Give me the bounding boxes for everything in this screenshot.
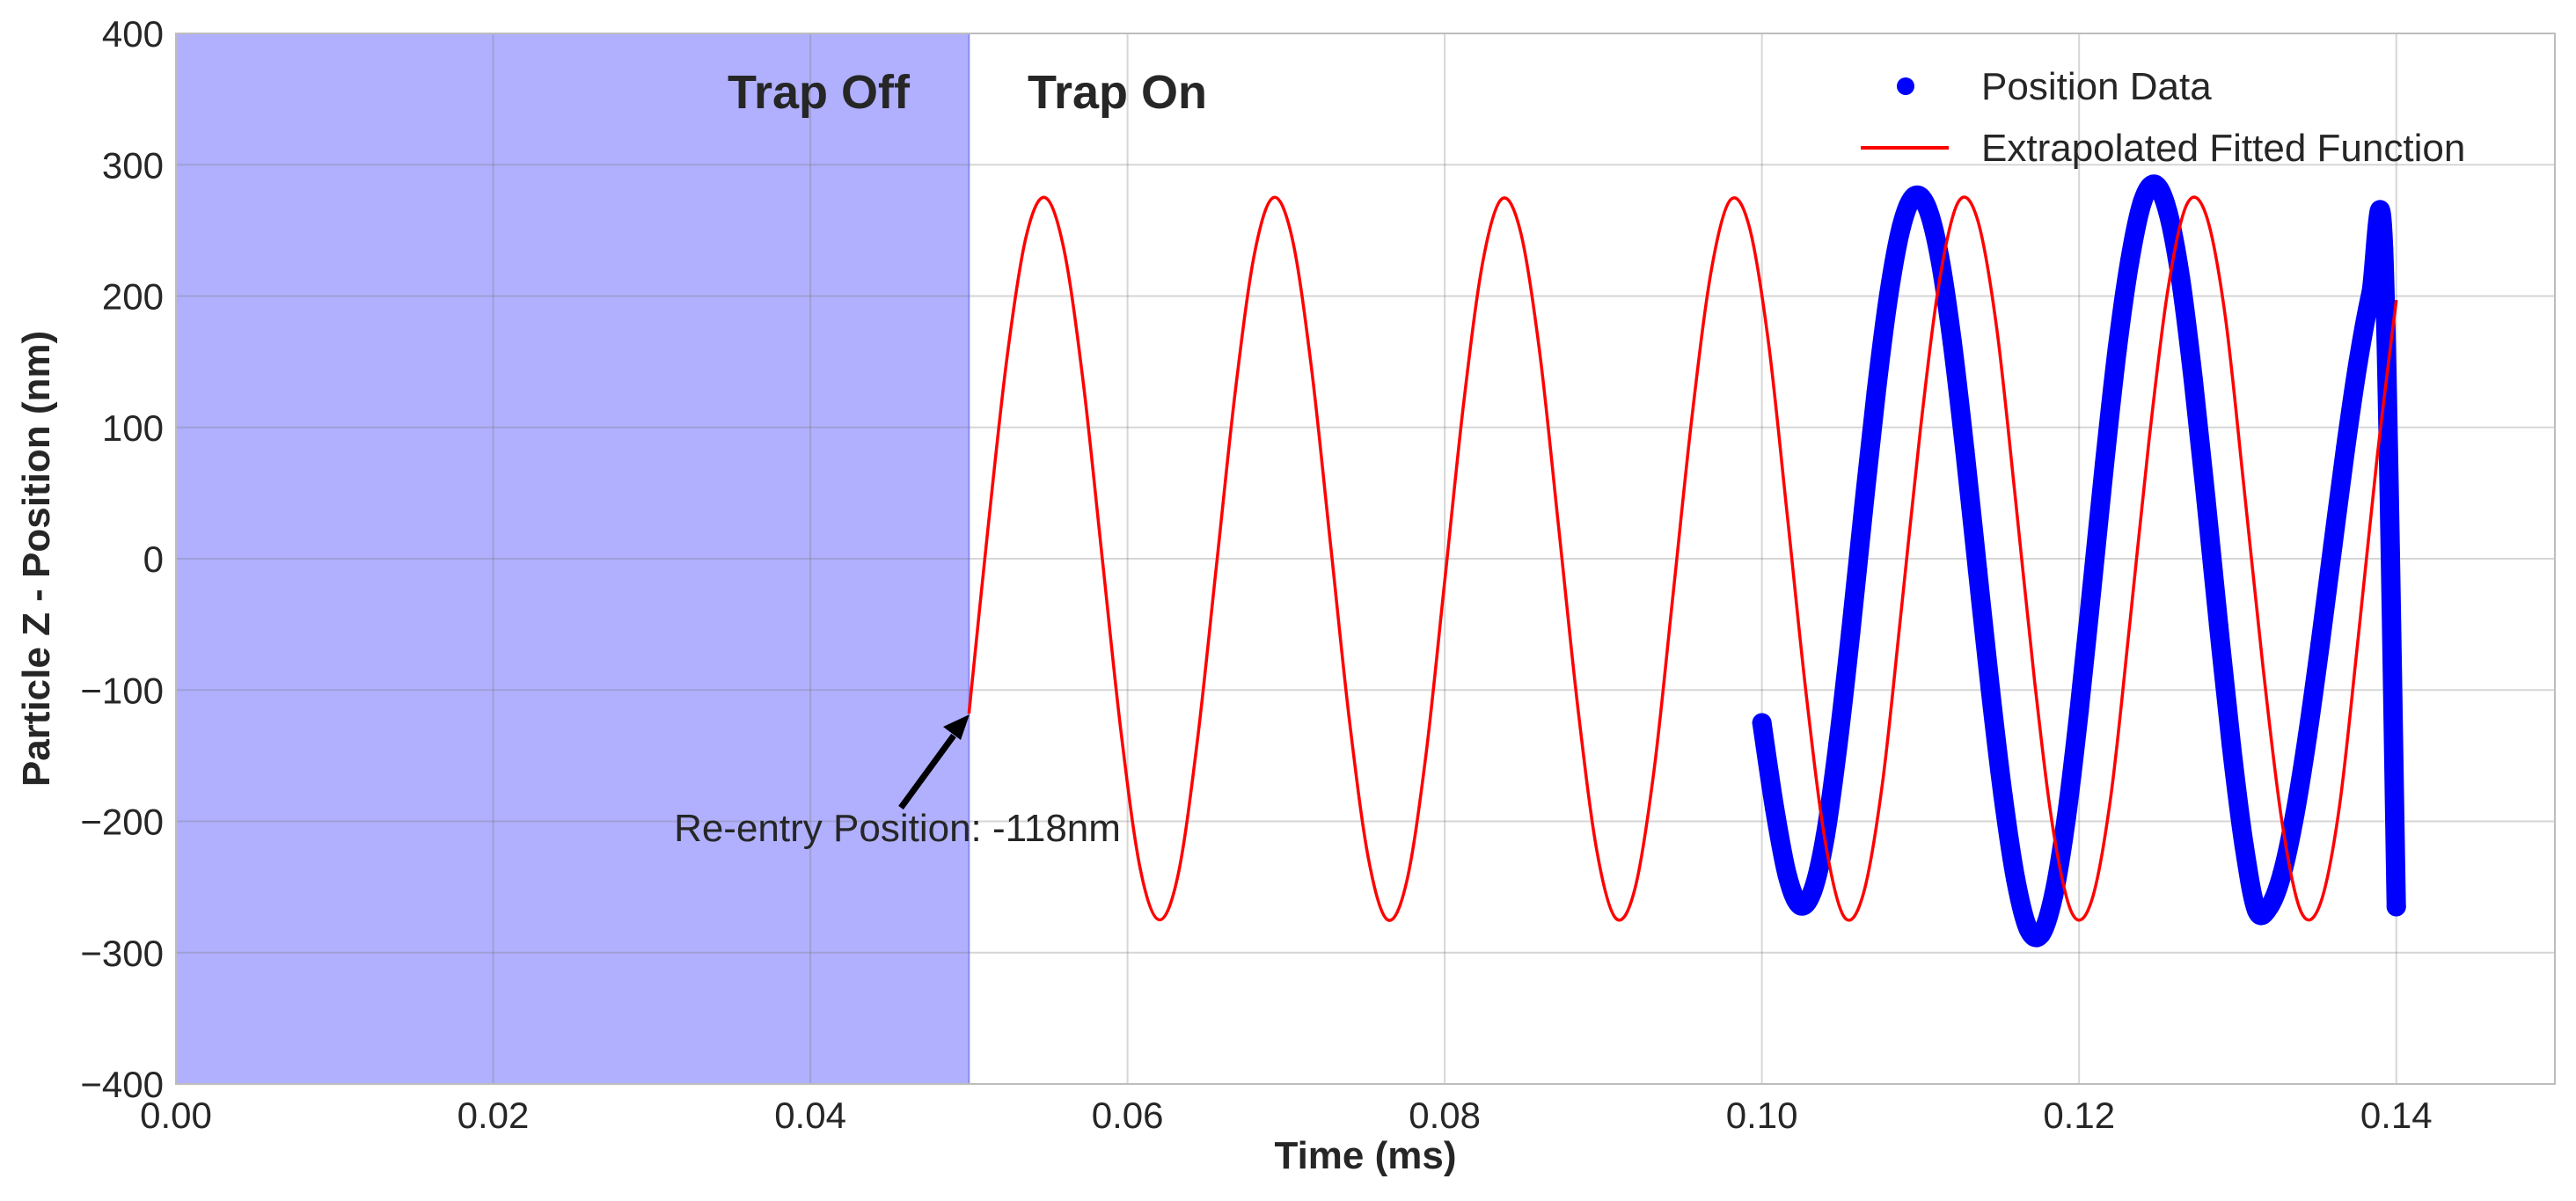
data-point [2310,634,2331,655]
legend-label-fitted-function: Extrapolated Fitted Function [1981,127,2465,170]
x-tick-label: 0.04 [774,1095,846,1136]
y-tick-label: −200 [80,802,164,843]
data-point [2285,805,2305,825]
data-point [1841,622,1861,642]
data-point [2297,726,2317,746]
x-tick-label: 0.12 [2043,1095,2115,1136]
x-tick-label: 0.06 [1092,1095,1164,1136]
data-point [2056,808,2076,828]
data-point [2069,701,2089,721]
data-point [2044,885,2064,905]
data-point [2272,864,2292,884]
data-point [1980,678,2001,699]
data-point [2006,869,2026,890]
y-tick-label: 100 [102,407,164,449]
data-point [1942,332,1962,352]
data-point [1828,734,1848,754]
data-point [2031,924,2051,944]
data-point [2386,897,2406,917]
data-point [2119,251,2140,271]
x-tick-label: 0.00 [140,1095,212,1136]
data-point [1777,865,1797,885]
data-point [1854,500,1874,520]
y-tick-label: 200 [102,276,164,318]
data-point [2145,174,2165,194]
series-position-data-band [1752,174,2406,948]
region-label-trap-on: Trap On [1028,66,1207,119]
data-point [2183,370,2203,391]
data-point [2323,536,2343,556]
data-point [2095,454,2115,474]
data-point [2259,897,2280,917]
data-point [2360,283,2381,304]
legend: Position Data Extrapolated Fitted Functi… [1861,65,2465,170]
data-point [1866,383,1886,403]
data-point [2170,269,2191,289]
series-fitted-function-line [967,195,2398,922]
data-point [1789,896,1810,916]
legend-marker-position-data [1897,77,1914,95]
legend-label-position-data: Position Data [1981,65,2212,108]
plot-frame [175,33,2556,1085]
data-point [1765,798,1785,818]
data-point [2336,438,2356,458]
y-tick-label: 300 [102,144,164,186]
y-tick-label: 400 [102,13,164,55]
x-tick-label: 0.02 [457,1095,530,1136]
x-tick-label: 0.08 [1409,1095,1481,1136]
data-point [1904,187,1924,207]
data-point [1955,441,1975,461]
data-point [2348,352,2368,372]
annotation-text: Re-entry Position: -118nm [674,807,1121,850]
data-point [1752,713,1772,733]
region-label-trap-off: Trap Off [728,66,911,119]
y-tick-label: −300 [80,933,164,974]
data-point [2221,735,2242,755]
x-axis-label: Time (ms) [1274,1134,1456,1177]
annotation-arrow-shaft [898,733,956,810]
x-tick-label: 0.14 [2360,1095,2433,1136]
data-point [1917,197,1937,217]
annotation-arrow-head [943,714,970,740]
reentry-annotation: Re-entry Position: -118nm [674,714,1121,850]
data-point [1993,785,2013,805]
data-point [2107,340,2127,360]
data-point [2133,192,2153,212]
y-tick-label: −400 [80,1064,164,1105]
x-tick-label: 0.10 [1726,1095,1798,1136]
data-point [2208,616,2228,636]
data-point [2082,579,2102,599]
data-point [2234,835,2254,855]
shaded-region-trap-off [175,33,970,1085]
y-axis-label: Particle Z - Position (nm) [15,331,58,787]
y-tick-label: −100 [80,670,164,711]
data-point [1878,285,1899,305]
data-point [2374,238,2394,259]
data-point [1967,560,1987,581]
data-point [1803,881,1823,901]
data-point [2196,489,2216,509]
data-point [1892,216,1912,237]
data-point [2158,201,2178,222]
y-tick-label: 0 [143,538,164,580]
